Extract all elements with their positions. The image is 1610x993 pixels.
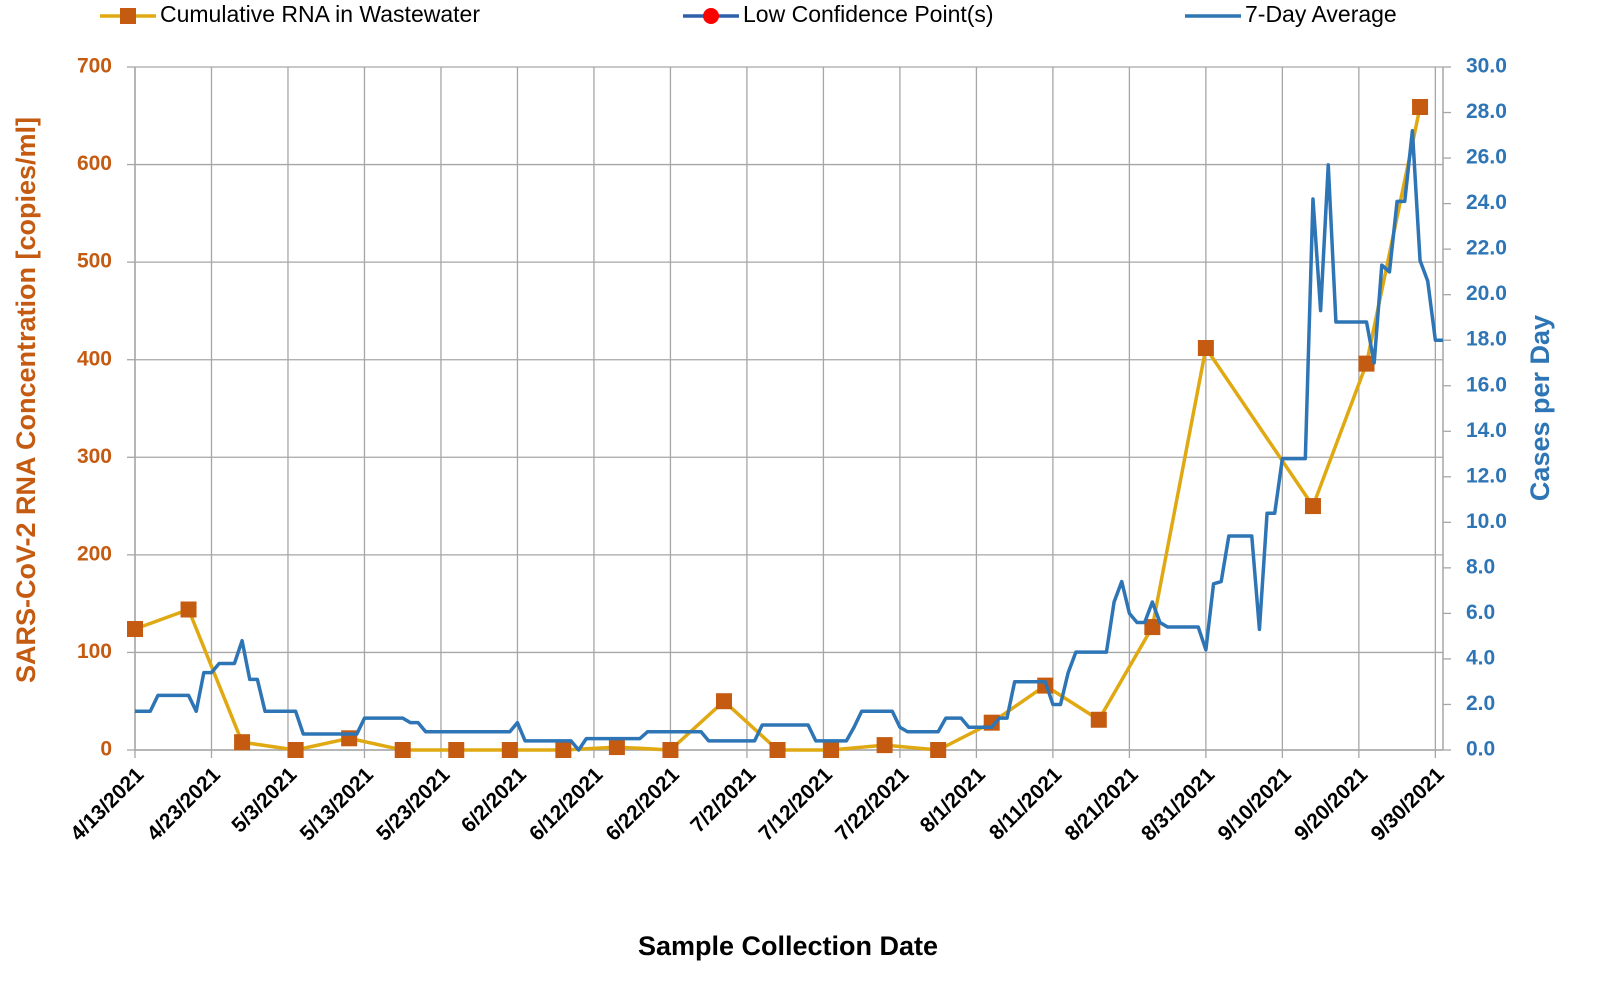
y-tick-label: 700 [77, 55, 112, 78]
data-point [823, 742, 840, 758]
x-tick-label: 9/30/2021 [1366, 763, 1449, 846]
x-tick-label: 8/31/2021 [1137, 763, 1220, 846]
data-point [448, 742, 465, 758]
y2-axis-title: Cases per Day [1525, 315, 1555, 501]
y2-tick-label: 0.0 [1466, 738, 1495, 761]
y2-tick-label: 4.0 [1466, 646, 1495, 669]
x-tick-label: 8/11/2021 [985, 763, 1067, 845]
y2-tick-label: 30.0 [1466, 55, 1507, 78]
x-tick-label: 7/22/2021 [831, 763, 914, 846]
series-line [135, 129, 1443, 752]
y2-tick-label: 18.0 [1466, 328, 1507, 351]
x-tick-label: 5/23/2021 [372, 763, 455, 846]
y2-tick-label: 26.0 [1466, 146, 1507, 169]
data-point [1197, 340, 1214, 357]
y2-tick-label: 2.0 [1466, 692, 1495, 715]
data-point [127, 621, 143, 638]
legend-item: Low Confidence Point(s) [683, 1, 994, 27]
series-line [134, 106, 1422, 752]
data-point [1358, 355, 1375, 372]
y2-tick-label: 28.0 [1466, 100, 1507, 123]
y2-tick-label: 16.0 [1466, 373, 1507, 396]
x-tick-label: 5/3/2021 [227, 763, 301, 837]
data-point [930, 742, 947, 758]
x-tick-label: 9/20/2021 [1290, 763, 1373, 846]
legend-item: Cumulative RNA in Wastewater [100, 1, 480, 27]
y-tick-label: 600 [77, 152, 112, 175]
y2-tick-label: 12.0 [1466, 464, 1507, 487]
y2-tick-label: 8.0 [1466, 555, 1495, 578]
x-tick-label: 7/2/2021 [686, 763, 760, 837]
x-tick-label: 7/12/2021 [755, 763, 838, 846]
y-tick-label: 300 [77, 445, 112, 468]
data-point [608, 739, 625, 756]
data-point [1090, 711, 1107, 728]
data-point [662, 742, 679, 758]
legend-label: 7-Day Average [1245, 1, 1397, 27]
y-tick-label: 500 [77, 250, 112, 273]
data-point [234, 734, 251, 751]
x-tick-label: 6/22/2021 [602, 763, 685, 846]
legend-marker [120, 8, 136, 24]
legend-label: Low Confidence Point(s) [743, 1, 994, 27]
legend-marker [703, 8, 719, 24]
x-tick-label: 4/13/2021 [66, 763, 149, 846]
data-point [180, 601, 197, 618]
data-point [715, 693, 732, 710]
data-point [876, 737, 893, 754]
x-tick-label: 4/23/2021 [143, 763, 226, 846]
y-axis-title: SARS-CoV-2 RNA Concentration [copies/ml] [11, 117, 41, 683]
y2-tick-label: 22.0 [1466, 237, 1507, 260]
y2-tick-label: 14.0 [1466, 419, 1507, 442]
y2-tick-label: 6.0 [1466, 601, 1495, 624]
y2-tick-label: 10.0 [1466, 510, 1507, 533]
y-tick-label: 400 [77, 347, 112, 370]
legend-item: 7-Day Average [1185, 1, 1397, 27]
data-point [1304, 498, 1321, 515]
y-tick-label: 0 [100, 738, 112, 761]
y-tick-label: 100 [77, 640, 112, 663]
x-tick-label: 5/13/2021 [296, 763, 379, 846]
data-point [287, 742, 304, 758]
x-tick-label: 6/2/2021 [457, 763, 531, 837]
x-axis-title: Sample Collection Date [638, 931, 938, 961]
y2-tick-label: 20.0 [1466, 282, 1507, 305]
data-point [1412, 99, 1429, 116]
y-tick-label: 200 [77, 542, 112, 565]
data-point [501, 742, 518, 758]
x-tick-label: 8/1/2021 [916, 763, 990, 837]
legend-label: Cumulative RNA in Wastewater [160, 1, 480, 27]
x-tick-label: 9/10/2021 [1213, 763, 1296, 846]
y2-tick-label: 24.0 [1466, 191, 1507, 214]
data-point [394, 742, 411, 758]
x-tick-label: 8/21/2021 [1061, 763, 1144, 846]
data-point [769, 742, 786, 758]
data-point [555, 742, 572, 758]
x-tick-label: 6/12/2021 [525, 763, 608, 846]
data-point [1144, 619, 1161, 636]
